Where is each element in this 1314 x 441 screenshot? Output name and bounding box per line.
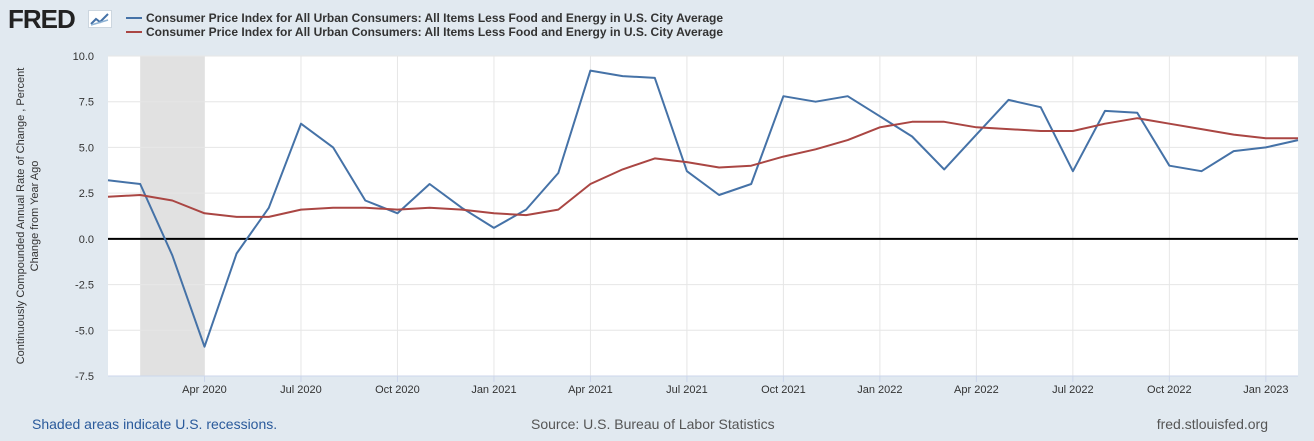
recession-layer (140, 56, 205, 376)
y-tick-label: 2.5 (79, 188, 94, 200)
y-axis-label: Continuously Compounded Annual Rate of C… (15, 68, 41, 365)
y-axis-ticks: 10.0 7.5 5.0 2.5 0.0 -2.5 -5.0 -7.5 (73, 51, 94, 383)
legend-label-2: Consumer Price Index for All Urban Consu… (146, 25, 724, 39)
site-link[interactable]: fred.stlouisfed.org (1156, 416, 1268, 432)
legend-item-series-1[interactable]: Consumer Price Index for All Urban Consu… (126, 11, 723, 25)
y-tick-label: -7.5 (75, 371, 94, 383)
chart-plot: 10.0 7.5 5.0 2.5 0.0 -2.5 -5.0 -7.5 Apr 2020 Jul… (15, 51, 1299, 396)
y-axis-label-line: Change from Year Ago (29, 161, 41, 272)
x-tick-label: Apr 2022 (954, 384, 999, 396)
y-tick-label: 10.0 (73, 51, 94, 63)
x-tick-label: Oct 2021 (761, 384, 806, 396)
recession-band (140, 56, 205, 376)
y-tick-label: 7.5 (79, 97, 94, 109)
legend-label-1: Consumer Price Index for All Urban Consu… (146, 11, 724, 25)
series-line-2 (107, 117, 1298, 218)
y-tick-label: -5.0 (75, 325, 94, 337)
series-layer (107, 69, 1299, 348)
y-tick-label: 5.0 (79, 142, 94, 154)
x-axis-ticks: Apr 2020 Jul 2020 Oct 2020 Jan 2021 Apr 2021… (108, 375, 1298, 396)
x-tick-label: Jan 2021 (471, 384, 516, 396)
x-tick-label: Apr 2021 (568, 384, 613, 396)
y-tick-label: -2.5 (75, 280, 94, 292)
legend-swatch-red (126, 31, 142, 33)
legend-swatch-blue (126, 17, 142, 19)
x-tick-label: Jul 2021 (666, 384, 708, 396)
x-tick-label: Jan 2023 (1243, 384, 1288, 396)
y-axis-label-line: Continuously Compounded Annual Rate of C… (15, 68, 27, 365)
x-tick-label: Apr 2020 (182, 384, 227, 396)
chart-line-icon (88, 10, 112, 28)
x-tick-label: Jan 2022 (857, 384, 902, 396)
x-tick-label: Oct 2020 (375, 384, 420, 396)
chart-header: FRED Consumer Price Index for All Urban … (0, 0, 1314, 50)
x-tick-label: Oct 2022 (1147, 384, 1192, 396)
legend-item-series-2[interactable]: Consumer Price Index for All Urban Consu… (126, 25, 723, 39)
fred-logo[interactable]: FRED (8, 4, 76, 34)
source-note: Source: U.S. Bureau of Labor Statistics (531, 416, 775, 432)
x-tick-label: Jul 2022 (1052, 384, 1094, 396)
plot-background (108, 56, 1298, 376)
y-tick-label: 0.0 (79, 234, 94, 246)
recession-note[interactable]: Shaded areas indicate U.S. recessions. (32, 416, 278, 432)
x-tick-label: Jul 2020 (280, 384, 322, 396)
series-line-1 (107, 69, 1299, 348)
